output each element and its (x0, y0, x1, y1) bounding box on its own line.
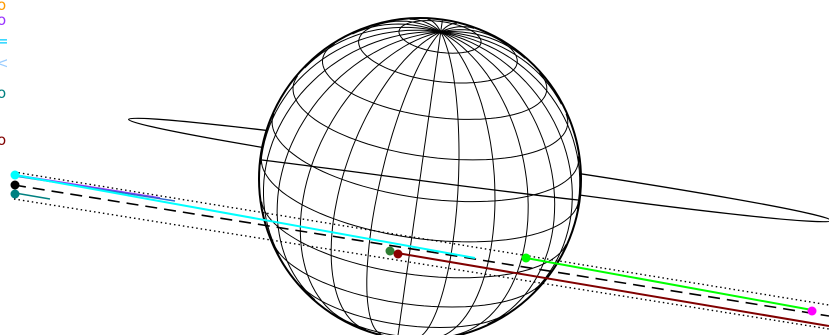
globe-meridian (440, 31, 573, 291)
globe-grid (260, 18, 581, 335)
point-cyan (10, 170, 20, 180)
legend-glyph-2: o (0, 11, 6, 29)
globe-meridian (427, 18, 442, 33)
planet-globe (258, 17, 582, 335)
globe-meridian (409, 18, 442, 33)
globe-meridian (352, 23, 441, 35)
globe-parallel (292, 75, 569, 161)
legend-glyph-3: = (0, 32, 9, 50)
globe-meridian (421, 31, 460, 335)
globe-meridian (440, 31, 556, 325)
globe-meridian (304, 26, 441, 69)
point-darkgreen (385, 246, 395, 256)
legend-glyph-1: o (0, 0, 6, 14)
globe-parallel (261, 201, 567, 279)
globe-parallel (260, 156, 579, 243)
globe-parallel (273, 243, 543, 308)
globe-parallel (398, 20, 482, 54)
globe-parallel (271, 113, 580, 203)
axis-line (13, 184, 829, 317)
globe-meridian (440, 31, 562, 105)
legend: o o = < o o (0, 0, 9, 149)
globe-parallel (340, 317, 459, 335)
globe-meridian (263, 31, 441, 255)
globe-meridian (440, 30, 526, 59)
globe-meridian (366, 31, 442, 335)
point-maroon (393, 249, 403, 259)
track-cyan (14, 174, 476, 259)
legend-glyph-6: o (0, 131, 6, 149)
globe-meridian (440, 20, 443, 32)
planet-ring-front (261, 159, 579, 201)
globe-parallel (358, 22, 518, 84)
globe-parallel (321, 43, 548, 120)
point-black (10, 180, 20, 190)
legend-glyph-5: o (0, 84, 6, 102)
point-green (521, 253, 531, 263)
globe-meridian (440, 31, 496, 335)
track-maroon (396, 252, 829, 327)
globe-parallel (300, 285, 506, 329)
globe-meridian (276, 31, 441, 301)
globe-meridian (330, 31, 441, 331)
legend-glyph-4: < (0, 54, 9, 72)
globe-meridian (397, 31, 442, 335)
track-teal (14, 192, 51, 200)
globe-meridian (440, 22, 457, 33)
globe-meridian (440, 26, 475, 33)
globe-meridian (440, 31, 581, 210)
globe-meridian (260, 29, 441, 165)
point-teal (10, 189, 20, 199)
point-magenta (807, 306, 817, 316)
track-green (525, 257, 813, 311)
